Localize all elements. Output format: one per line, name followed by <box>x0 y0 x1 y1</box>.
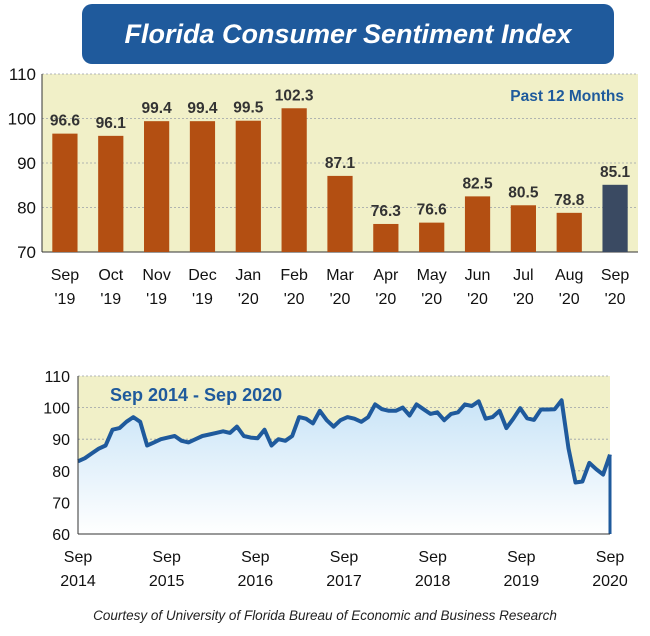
x-tick-label-month: Nov <box>142 267 170 284</box>
x-tick-label-month: Sep <box>418 549 447 566</box>
bar-value-label: 99.4 <box>187 100 218 117</box>
y-tick-label: 70 <box>52 495 70 512</box>
x-tick-label-month: Dec <box>188 267 216 284</box>
series-line <box>77 398 612 485</box>
x-tick-label-year: '20 <box>467 291 488 308</box>
bar <box>52 133 78 252</box>
x-tick-label-year: '20 <box>238 291 259 308</box>
bar <box>235 120 261 252</box>
x-tick-label-month: May <box>417 267 447 284</box>
x-tick-label-month: Feb <box>280 267 308 284</box>
x-tick-label-month: Mar <box>326 267 354 284</box>
bar <box>464 196 491 252</box>
x-tick-label-year: 2016 <box>238 573 274 590</box>
x-tick-label-year: '20 <box>375 291 396 308</box>
x-tick-label-month: Sep <box>330 549 359 566</box>
bar-value-label: 85.1 <box>600 164 631 181</box>
x-tick-label-year: 2019 <box>504 573 540 590</box>
x-tick-label-month: Sep <box>64 549 93 566</box>
bar <box>602 184 628 252</box>
x-tick-label-year: '20 <box>330 291 351 308</box>
bar-value-label: 96.1 <box>96 115 127 132</box>
x-tick-label-month: Sep <box>507 549 536 566</box>
chart-annotation: Past 12 Months <box>510 88 624 105</box>
x-tick-label-year: '20 <box>559 291 580 308</box>
bar-value-label: 102.3 <box>275 87 314 104</box>
bar-value-label: 99.5 <box>233 100 264 117</box>
y-tick-label: 100 <box>8 110 36 129</box>
x-tick-label-year: '20 <box>421 291 442 308</box>
bar-value-label: 99.4 <box>142 100 173 117</box>
x-tick-label-month: Sep <box>51 267 80 284</box>
bar <box>556 212 582 252</box>
x-tick-label-year: 2017 <box>326 573 362 590</box>
chart-title: Florida Consumer Sentiment Index <box>82 4 614 64</box>
bar-value-label: 76.6 <box>417 202 448 219</box>
x-tick-label-year: '20 <box>284 291 305 308</box>
x-tick-label-month: Jun <box>465 267 491 284</box>
x-tick-label-year: 2014 <box>60 573 96 590</box>
x-tick-label-month: Sep <box>596 549 625 566</box>
x-tick-label-month: Apr <box>373 267 399 284</box>
bar <box>510 205 536 252</box>
bar-value-label: 87.1 <box>325 155 356 172</box>
bar-value-label: 82.5 <box>462 175 493 192</box>
bar-value-label: 96.6 <box>50 113 81 130</box>
y-tick-label: 70 <box>17 243 36 262</box>
area-fill <box>78 400 610 534</box>
chart-annotation: Sep 2014 - Sep 2020 <box>110 385 282 405</box>
x-tick-label-month: Sep <box>601 267 630 284</box>
bar <box>373 223 399 252</box>
x-tick-label-year: '20 <box>605 291 626 308</box>
area-chart-2014-2020: 60 70 80 90 100 110 Sep 2014 Sep 2015 Sep 2016 Sep 20… <box>43 369 628 590</box>
x-tick-label-month: Aug <box>555 267 583 284</box>
x-tick-label-year: '19 <box>146 291 167 308</box>
x-tick-label-year: 2020 <box>592 573 628 590</box>
bar-value-label: 76.3 <box>371 203 402 220</box>
bar <box>327 175 353 252</box>
x-tick-label-year: 2015 <box>149 573 185 590</box>
y-tick-label: 110 <box>9 65 36 84</box>
y-tick-label: 90 <box>17 154 36 173</box>
bar <box>98 135 124 252</box>
credit-line: Courtesy of University of Florida Bureau… <box>93 608 557 623</box>
y-tick-label: 90 <box>52 432 70 449</box>
x-tick-label-month: Jul <box>513 267 533 284</box>
x-tick-label-year: '20 <box>513 291 534 308</box>
bar <box>144 121 170 252</box>
bar <box>281 108 307 252</box>
y-tick-label: 80 <box>17 199 36 218</box>
bar <box>419 222 445 252</box>
bar-value-label: 78.8 <box>554 192 585 209</box>
x-tick-label-month: Oct <box>98 267 123 284</box>
x-tick-label-year: '19 <box>100 291 121 308</box>
y-tick-label: 80 <box>52 464 70 481</box>
x-tick-label-year: '19 <box>54 291 75 308</box>
y-tick-label: 100 <box>43 401 70 418</box>
x-tick-label-month: Sep <box>152 549 181 566</box>
bar <box>189 121 216 252</box>
x-tick-label-month: Sep <box>241 549 270 566</box>
y-tick-label: 110 <box>44 369 70 386</box>
y-tick-label: 60 <box>52 527 70 544</box>
bar-chart-past-12-months: 70 80 90 100 110 96.6 Sep '19 96.1 Oct '19 99.4 Nov '… <box>8 65 638 308</box>
x-tick-label-year: '19 <box>192 291 213 308</box>
bar-value-label: 80.5 <box>508 184 539 201</box>
x-tick-label-month: Jan <box>235 267 261 284</box>
x-tick-label-year: 2018 <box>415 573 451 590</box>
